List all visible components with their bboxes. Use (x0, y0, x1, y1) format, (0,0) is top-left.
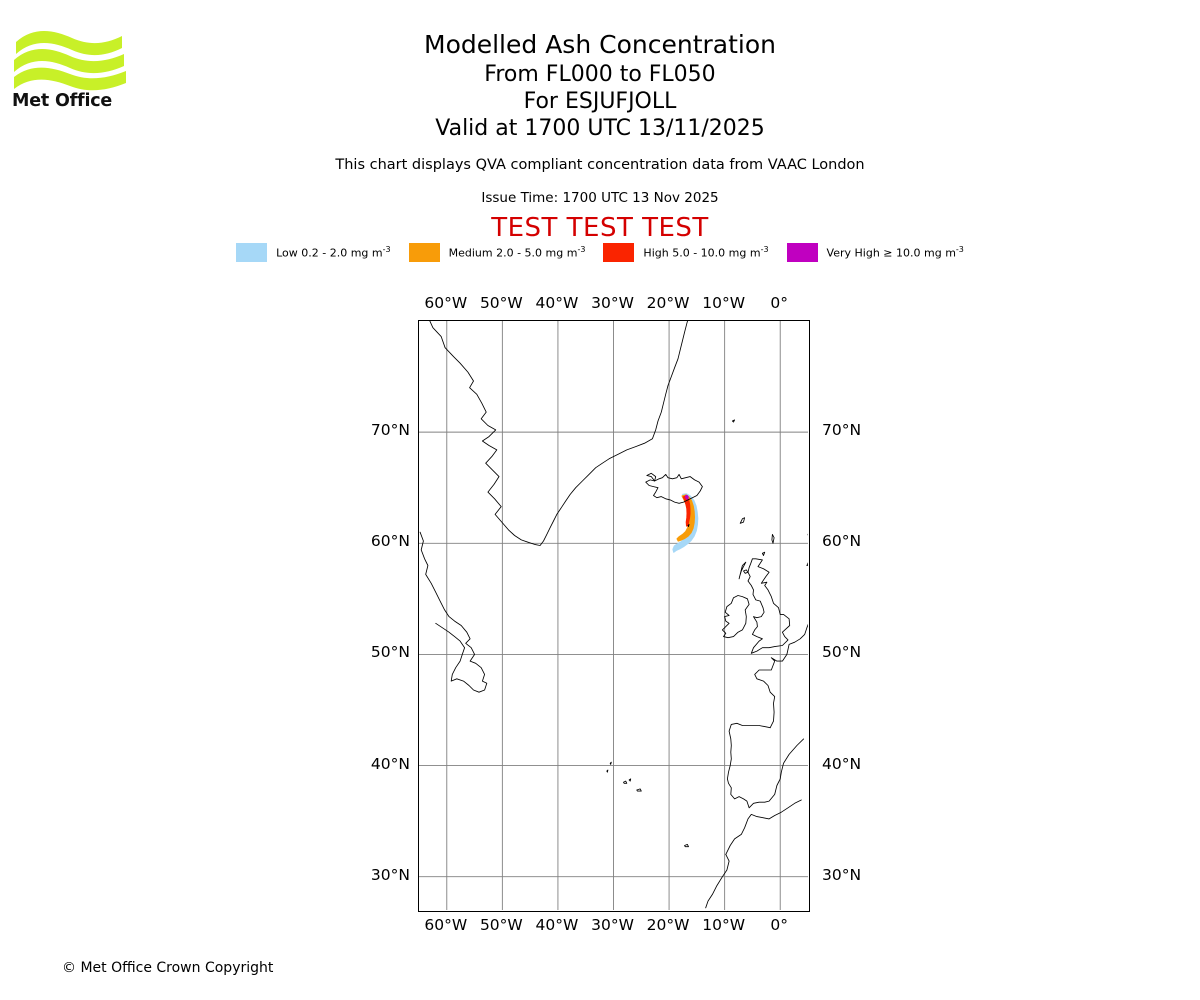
lon-tick-bottom-50°W: 50°W (479, 916, 523, 934)
lon-tick-bottom-30°W: 30°W (591, 916, 634, 934)
plume-very-high-contour (685, 494, 689, 500)
lat-tick-right-40°N: 40°N (822, 754, 862, 773)
longitude-axis-top: 60°W 50°W 40°W 30°W 20°W 10°W 0° (418, 294, 810, 316)
coastline-path-2 (646, 472, 657, 482)
logo-wave-1 (16, 31, 122, 56)
map-frame (418, 320, 810, 912)
coastline-path-9 (806, 533, 808, 566)
page-title: Modelled Ash Concentration (424, 30, 776, 59)
coastline-path-17 (628, 778, 632, 782)
legend-medium-label-text: Medium 2.0 - 5.0 mg m (448, 246, 578, 260)
legend-medium-swatch (408, 243, 440, 262)
legend-very-high: Very High ≥ 10.0 mg m-3 (786, 243, 964, 262)
legend-medium-label: Medium 2.0 - 5.0 mg m-3 (449, 245, 586, 260)
map-panel (418, 320, 810, 912)
coastline-layer (419, 321, 808, 909)
coastline-path-15 (606, 769, 609, 773)
map-gridlines (419, 321, 808, 910)
title-flight-levels: From FL000 to FL050 (484, 62, 716, 87)
legend-high-swatch (603, 243, 635, 262)
lon-tick-bottom-60°W: 60°W (424, 916, 468, 934)
legend-high-label-exponent: -3 (760, 245, 769, 255)
logo-wave-3 (14, 67, 126, 91)
lat-tick-left-60°N: 60°N (370, 532, 410, 551)
plume-high-contour (682, 495, 691, 527)
legend-low-label-text: Low 0.2 - 2.0 mg m (276, 246, 383, 260)
lon-tick-top-20°W: 20°W (646, 294, 690, 312)
met-office-logo (12, 28, 132, 118)
test-banner: TEST TEST TEST (491, 213, 709, 243)
title-valid-time: Valid at 1700 UTC 13/11/2025 (435, 116, 765, 141)
legend-low-label: Low 0.2 - 2.0 mg m-3 (276, 245, 391, 260)
legend-high-label-text: High 5.0 - 10.0 mg m (643, 246, 761, 260)
ash-plume-layer (672, 493, 699, 553)
coastline-path-10 (806, 565, 808, 566)
lon-tick-top-50°W: 50°W (479, 294, 523, 312)
title-volcano: For ESJUFJOLL (523, 89, 677, 114)
lon-tick-top-40°W: 40°W (535, 294, 579, 312)
coastline-path-1 (645, 473, 703, 504)
lat-tick-right-70°N: 70°N (822, 421, 862, 440)
legend-very-high-label: Very High ≥ 10.0 mg m-3 (827, 245, 964, 260)
legend-high-label: High 5.0 - 10.0 mg m-3 (643, 245, 768, 260)
lat-tick-left-30°N: 30°N (370, 865, 410, 884)
lon-tick-bottom-10°W: 10°W (702, 916, 746, 934)
coastline-path-7 (761, 551, 766, 556)
coastline-path-18 (636, 788, 642, 792)
coastline-path-13 (739, 517, 746, 524)
coastline-path-16 (623, 780, 628, 784)
copyright-text: © Met Office Crown Copyright (62, 960, 274, 976)
coastline-path-20 (705, 853, 730, 909)
coastline-path-19 (684, 843, 689, 848)
lat-tick-right-30°N: 30°N (822, 865, 862, 884)
latitude-axis-right: 70°N 60°N 50°N 40°N 30°N (816, 320, 896, 912)
legend-very-high-label-exponent: -3 (955, 245, 964, 255)
lat-tick-right-50°N: 50°N (822, 643, 862, 662)
lat-tick-left-50°N: 50°N (370, 643, 410, 662)
lon-tick-top-30°W: 30°W (591, 294, 634, 312)
coastline-path-6 (743, 569, 749, 574)
lon-tick-top-0°: 0° (770, 294, 789, 312)
lon-tick-top-60°W: 60°W (424, 294, 468, 312)
lon-tick-top-10°W: 10°W (702, 294, 746, 312)
coastline-path-12 (726, 722, 805, 809)
lon-tick-bottom-40°W: 40°W (535, 916, 579, 934)
legend-very-high-label-text: Very High ≥ 10.0 mg m (826, 246, 956, 260)
coastline-path-24 (609, 761, 612, 765)
legend-low-swatch (236, 243, 268, 262)
lon-tick-bottom-20°W: 20°W (646, 916, 690, 934)
legend-low-label-exponent: -3 (382, 245, 391, 255)
lat-tick-right-60°N: 60°N (822, 532, 862, 551)
lat-tick-left-70°N: 70°N (370, 421, 410, 440)
legend-low: Low 0.2 - 2.0 mg m-3 (236, 243, 391, 262)
concentration-legend: Low 0.2 - 2.0 mg m-3 Medium 2.0 - 5.0 mg … (0, 243, 1200, 262)
latitude-axis-left: 70°N 60°N 50°N 40°N 30°N (340, 320, 416, 912)
issue-time-text: Issue Time: 1700 UTC 13 Nov 2025 (481, 190, 719, 206)
legend-very-high-swatch (786, 243, 818, 262)
legend-medium: Medium 2.0 - 5.0 mg m-3 (408, 243, 586, 262)
legend-high: High 5.0 - 10.0 mg m-3 (603, 243, 769, 262)
map-canvas (419, 321, 808, 910)
coastline-path-5 (738, 561, 747, 580)
legend-medium-label-exponent: -3 (577, 245, 586, 255)
coastline-path-4 (747, 558, 791, 654)
coastline-path-8 (771, 533, 775, 544)
lon-tick-bottom-0°: 0° (770, 916, 789, 934)
coastline-path-22 (419, 531, 488, 693)
coastline-path-14 (731, 419, 736, 423)
longitude-axis-bottom: 60°W 50°W 40°W 30°W 20°W 10°W 0° (418, 916, 810, 938)
coastline-path-0 (429, 321, 688, 546)
wave-logo-icon (14, 31, 126, 91)
lat-tick-left-40°N: 40°N (370, 754, 410, 773)
coastline-path-21 (725, 799, 802, 855)
coastline-path-11 (754, 623, 808, 729)
met-office-logo-text: Met Office (12, 91, 113, 111)
coastline-path-3 (721, 595, 750, 639)
chart-subtitle: This chart displays QVA compliant concen… (335, 157, 865, 173)
coastline-path-23 (687, 523, 690, 528)
logo-wave-2 (14, 49, 124, 74)
